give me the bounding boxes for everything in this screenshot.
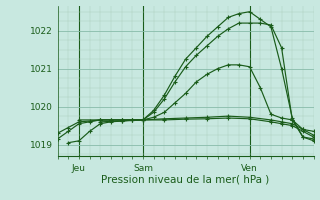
X-axis label: Pression niveau de la mer( hPa ): Pression niveau de la mer( hPa ) <box>101 174 270 184</box>
